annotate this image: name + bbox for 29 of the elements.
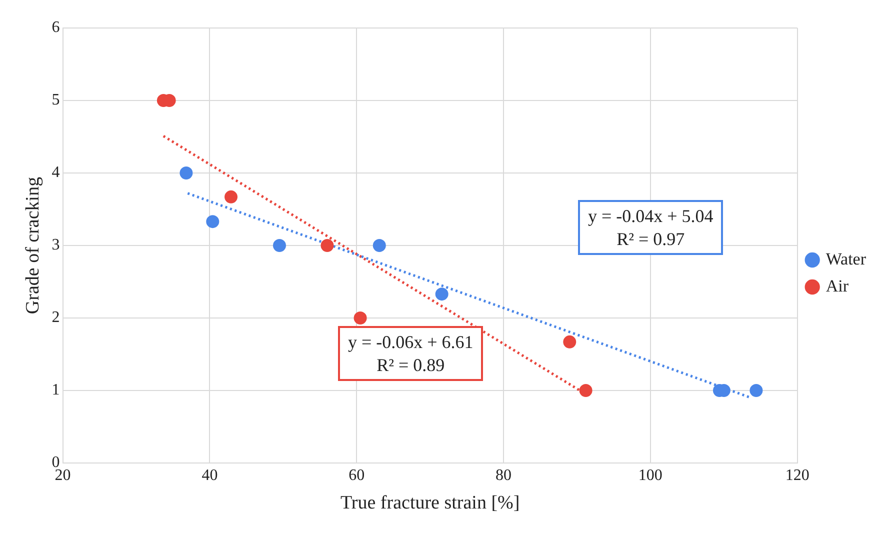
annotation: y = -0.04x + 5.04 R² = 0.97 (578, 200, 724, 255)
point (579, 384, 592, 397)
x-axis-title: True fracture strain [%] (340, 492, 520, 514)
x-tick-label: 20 (54, 466, 71, 484)
y-tick-label: 4 (52, 164, 60, 182)
annotation: y = -0.06x + 6.61 R² = 0.89 (338, 326, 484, 381)
point (320, 239, 334, 252)
point (272, 239, 286, 252)
point (206, 215, 220, 228)
x-tick-label: 60 (348, 466, 365, 484)
x-tick-label: 120 (785, 466, 810, 484)
y-axis-title: Grade of cracking (22, 176, 44, 314)
x-tick-label: 80 (496, 466, 512, 484)
point (563, 335, 576, 348)
x-tick-label: 100 (638, 466, 662, 484)
y-tick-label: 3 (52, 236, 60, 254)
point (354, 312, 367, 324)
point (224, 190, 238, 204)
y-tick-label: 2 (52, 309, 60, 326)
legend-label: Water (826, 249, 866, 268)
y-tick-label: 5 (52, 92, 60, 109)
point (435, 288, 448, 301)
x-tick-label: 40 (202, 466, 218, 484)
y-tick-label: 6 (52, 19, 60, 36)
point (372, 239, 386, 252)
point (750, 384, 763, 397)
y-tick-label: 1 (52, 382, 60, 399)
point (180, 166, 193, 180)
legend-label: Air (826, 276, 849, 296)
